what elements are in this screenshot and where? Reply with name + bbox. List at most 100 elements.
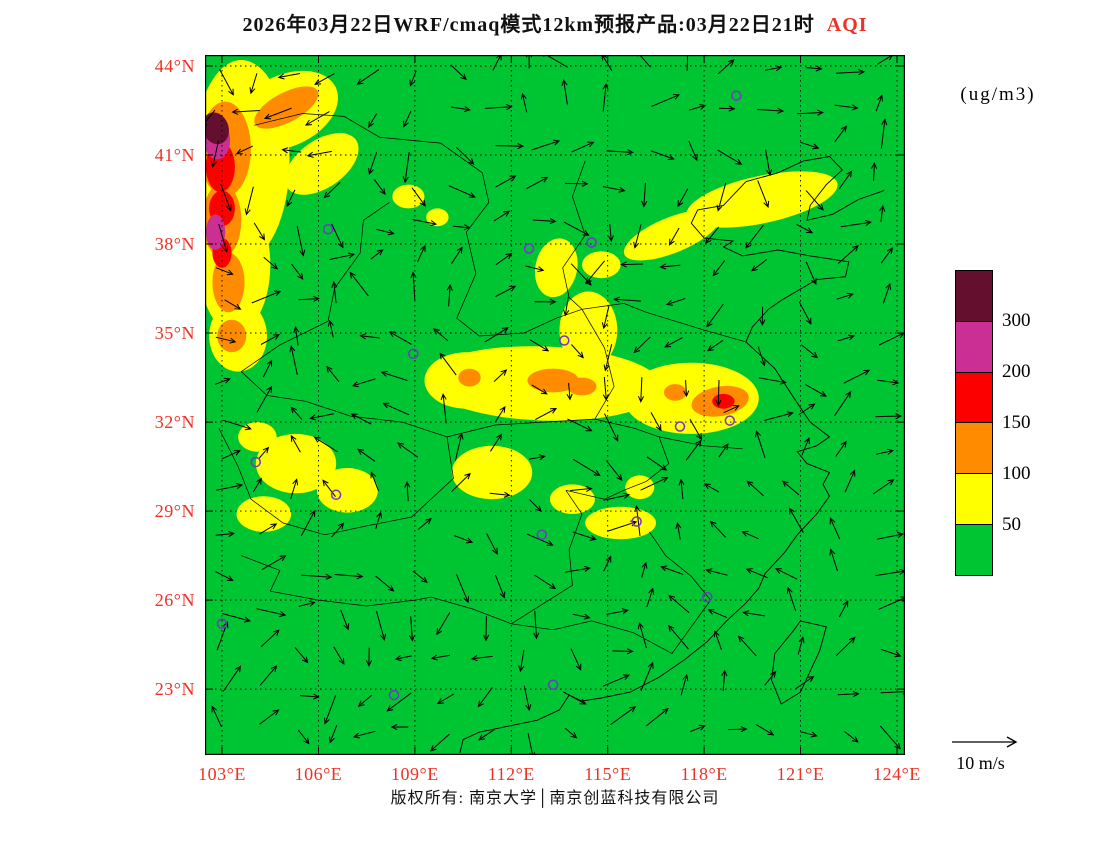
- city-marker: [250, 456, 262, 468]
- wind-arrow-icon: [571, 344, 584, 359]
- wind-arrow-icon: [757, 180, 770, 208]
- wind-arrow-icon: [606, 608, 629, 615]
- wind-arrow-icon: [430, 654, 451, 661]
- wind-arrow-icon: [313, 436, 339, 453]
- wind-arrow-icon: [529, 499, 542, 513]
- wind-arrow-icon: [455, 146, 475, 165]
- wind-arrow-icon: [263, 256, 279, 270]
- wind-arrow-icon: [331, 522, 345, 538]
- wind-arrow-icon: [834, 125, 848, 143]
- copyright: 版权所有: 南京大学│南京创蓝科技有限公司: [390, 790, 720, 807]
- wind-arrow-icon: [531, 139, 561, 151]
- wind-arrow-icon: [585, 260, 605, 285]
- colorbar-segment: [956, 473, 992, 525]
- aqi-region: [549, 484, 595, 514]
- lon-tick-label: 106°E: [294, 764, 343, 784]
- aqi-region: [585, 506, 656, 540]
- aqi-region: [316, 468, 378, 513]
- wind-arrow-icon: [798, 403, 816, 416]
- wind-arrow-icon: [688, 104, 707, 111]
- wind-arrow-icon: [718, 105, 736, 112]
- wind-arrow-icon: [756, 724, 775, 736]
- wind-arrow-icon: [526, 176, 549, 190]
- wind-arrow-icon: [262, 359, 273, 378]
- wind-arrow-icon: [705, 568, 728, 576]
- wind-arrow-icon: [281, 147, 302, 154]
- wind-arrow-icon: [390, 723, 409, 731]
- aqi-region: [534, 238, 578, 298]
- wind-arrow-icon: [290, 434, 301, 453]
- wind-arrow-icon: [299, 693, 320, 700]
- aqi-region: [712, 393, 735, 409]
- city-markers-layer: [216, 90, 742, 701]
- wind-arrow-icon: [483, 615, 490, 642]
- wind-arrow-icon: [333, 646, 345, 665]
- wind-arrow-icon: [601, 55, 613, 71]
- wind-arrow-icon: [368, 113, 377, 128]
- wind-arrow-icon: [758, 377, 787, 385]
- wind-arrow-icon: [564, 727, 578, 739]
- wind-arrow-icon: [397, 442, 419, 458]
- wind-arrow-icon: [716, 182, 727, 212]
- wind-arrow-icon: [493, 369, 508, 382]
- city-marker: [674, 421, 686, 432]
- wind-arrow-icon: [640, 477, 669, 491]
- wind-arrow-icon: [215, 267, 234, 276]
- wind-arrow-icon: [805, 261, 817, 286]
- wind-arrow-icon: [713, 630, 722, 650]
- wind-arrow-icon: [222, 665, 242, 692]
- wind-arrow-icon: [570, 648, 582, 671]
- wind-arrow-icon: [261, 555, 287, 571]
- wind-arrow-icon: [715, 379, 722, 407]
- aqi-region: [664, 384, 687, 401]
- wind-arrow-icon: [721, 669, 728, 691]
- wind-arrow-icon: [879, 204, 886, 222]
- wind-arrow-icon: [256, 385, 273, 413]
- wind-arrow-icon: [737, 635, 757, 657]
- wind-arrow-icon: [439, 352, 457, 376]
- lon-tick-label: 118°E: [680, 764, 728, 784]
- wind-arrow-icon: [495, 252, 513, 266]
- wind-arrow-icon: [436, 693, 454, 705]
- wind-arrow-icon: [253, 222, 266, 241]
- wind-arrow-icon: [300, 509, 316, 537]
- wind-arrow-icon: [277, 73, 300, 80]
- wind-arrow-icon: [382, 402, 410, 416]
- map-frame: [205, 55, 905, 755]
- wind-arrow-icon: [404, 480, 411, 502]
- title-species: AQI: [826, 14, 868, 36]
- wind-arrow-icon: [564, 565, 591, 573]
- wind-arrow-icon: [675, 522, 682, 540]
- wind-arrow-icon: [840, 219, 872, 228]
- lat-tick-label: 41°N: [154, 145, 195, 165]
- wind-arrow-icon: [454, 432, 464, 461]
- wind-arrow-icon: [835, 440, 847, 457]
- wind-arrow-icon: [453, 224, 471, 231]
- city-marker: [586, 237, 597, 248]
- coastline-layer: [459, 156, 885, 754]
- wind-arrow-icon: [350, 413, 372, 425]
- wind-arrow-icon: [709, 520, 726, 538]
- wind-arrow-icon: [602, 186, 626, 193]
- wind-arrow-icon: [402, 152, 410, 184]
- wind-arrow-icon: [612, 648, 634, 655]
- city-marker: [388, 689, 400, 701]
- wind-arrow-icon: [796, 224, 814, 234]
- wind-arrow-icon: [601, 304, 610, 330]
- wind-arrow-icon: [235, 145, 254, 155]
- aqi-region: [392, 184, 425, 209]
- wind-arrow-icon: [410, 271, 417, 301]
- colorbar-segment: [956, 524, 992, 575]
- wind-arrow-icon: [563, 221, 590, 236]
- wind-arrow-icon: [705, 226, 720, 244]
- wind-arrow-icon: [636, 55, 651, 68]
- colorbar-boundary-label: 50: [1002, 514, 1021, 535]
- colorbar-boundary-label: 300: [1002, 310, 1031, 331]
- wind-arrow-icon: [492, 55, 502, 71]
- wind-arrow-icon: [215, 336, 237, 344]
- wind-arrow-icon: [571, 141, 595, 153]
- wind-arrow-icon: [301, 573, 333, 580]
- wind-arrow-icon: [880, 247, 894, 264]
- wind-arrow-icon: [798, 301, 812, 325]
- wind-arrow-icon: [323, 181, 341, 199]
